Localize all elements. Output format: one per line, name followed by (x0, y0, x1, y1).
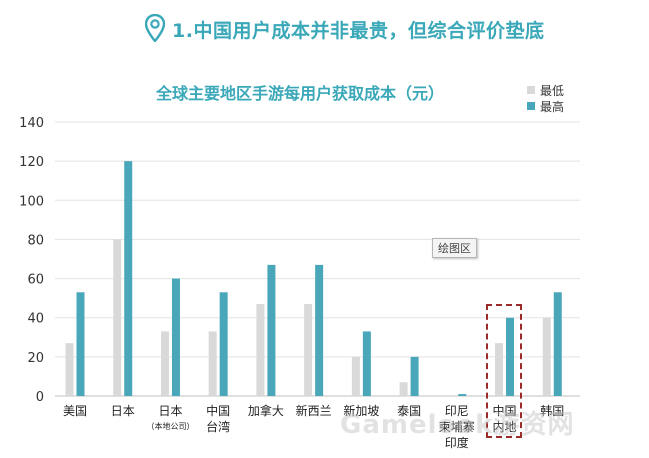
bar-max-0 (76, 292, 85, 396)
bar-max-9 (506, 317, 515, 396)
watermark-text: Gamelook游资网 (340, 410, 575, 440)
x-tick-label-10-0: 韩国 (540, 403, 564, 418)
x-tick-label-9-0: 中国 (493, 403, 517, 418)
bar-max-2 (171, 278, 180, 396)
y-tick-label-60: 60 (27, 273, 44, 288)
bar-max-3 (219, 292, 228, 396)
x-tick-label-9-1: 内地 (493, 420, 517, 434)
highlight-box (486, 304, 522, 438)
x-tick-label-4-0: 加拿大 (248, 403, 284, 418)
legend-swatch-max (527, 102, 535, 110)
x-tick-label-6-0: 新加坡 (343, 403, 379, 418)
bar-min-2 (160, 331, 169, 396)
bar-max-5 (315, 264, 324, 396)
bar-min-7 (399, 382, 408, 396)
x-tick-label-2-0: 日本 (158, 404, 182, 418)
bar-max-7 (410, 356, 419, 396)
y-tick-label-140: 140 (19, 116, 44, 131)
y-tick-label-20: 20 (27, 351, 44, 366)
legend-entry-max: 最高 (527, 98, 564, 114)
bar-max-1 (124, 161, 133, 396)
page-title: 1.中国用户成本并非最贵，但综合评价垫底 (172, 20, 545, 42)
x-tick-label-3-1: 台湾 (206, 419, 230, 434)
bar-min-5 (304, 304, 313, 396)
legend-entry-min: 最低 (527, 82, 564, 98)
y-tick-label-80: 80 (27, 233, 44, 248)
bar-max-6 (362, 331, 371, 396)
header: 1.中国用户成本并非最贵，但综合评价垫底 (0, 0, 649, 60)
bar-min-9 (495, 343, 504, 396)
x-tick-label-7-0: 泰国 (397, 404, 421, 418)
chart-title: 全球主要地区手游每用户获取成本（元） (155, 84, 444, 103)
legend-label-max: 最高 (540, 99, 565, 114)
x-tick-label-8-1: 柬埔寨 (439, 419, 475, 434)
x-tick-label-8-0: 印尼 (445, 404, 469, 418)
y-tick-label-120: 120 (19, 155, 44, 170)
legend-label-min: 最低 (540, 83, 565, 98)
bar-min-3 (208, 331, 217, 396)
bar-min-1 (113, 239, 122, 396)
map-pin-icon (145, 14, 165, 42)
bar-min-4 (256, 304, 265, 396)
y-tick-label-100: 100 (19, 194, 44, 209)
x-tick-label-8-2: 印度 (445, 435, 469, 450)
bar-max-10 (553, 292, 562, 396)
x-tick-label-2-1: （本地公司） (146, 421, 194, 431)
bar-min-0 (65, 343, 74, 396)
legend-swatch-min (527, 86, 535, 94)
y-tick-label-0: 0 (36, 390, 44, 405)
chart-legend: 最低 最高 (527, 82, 564, 114)
x-tick-label-0-0: 美国 (63, 404, 87, 418)
x-tick-label-5-0: 新西兰 (296, 403, 332, 418)
bar-min-6 (351, 356, 360, 396)
bar-max-4 (267, 264, 276, 396)
y-tick-label-40: 40 (27, 312, 44, 327)
x-tick-label-3-0: 中国 (206, 403, 230, 418)
bar-min-10 (542, 317, 551, 396)
x-tick-label-1-0: 日本 (111, 404, 135, 418)
plot-area-tag: 绘图区 (432, 238, 477, 258)
bar-max-8 (458, 394, 467, 396)
